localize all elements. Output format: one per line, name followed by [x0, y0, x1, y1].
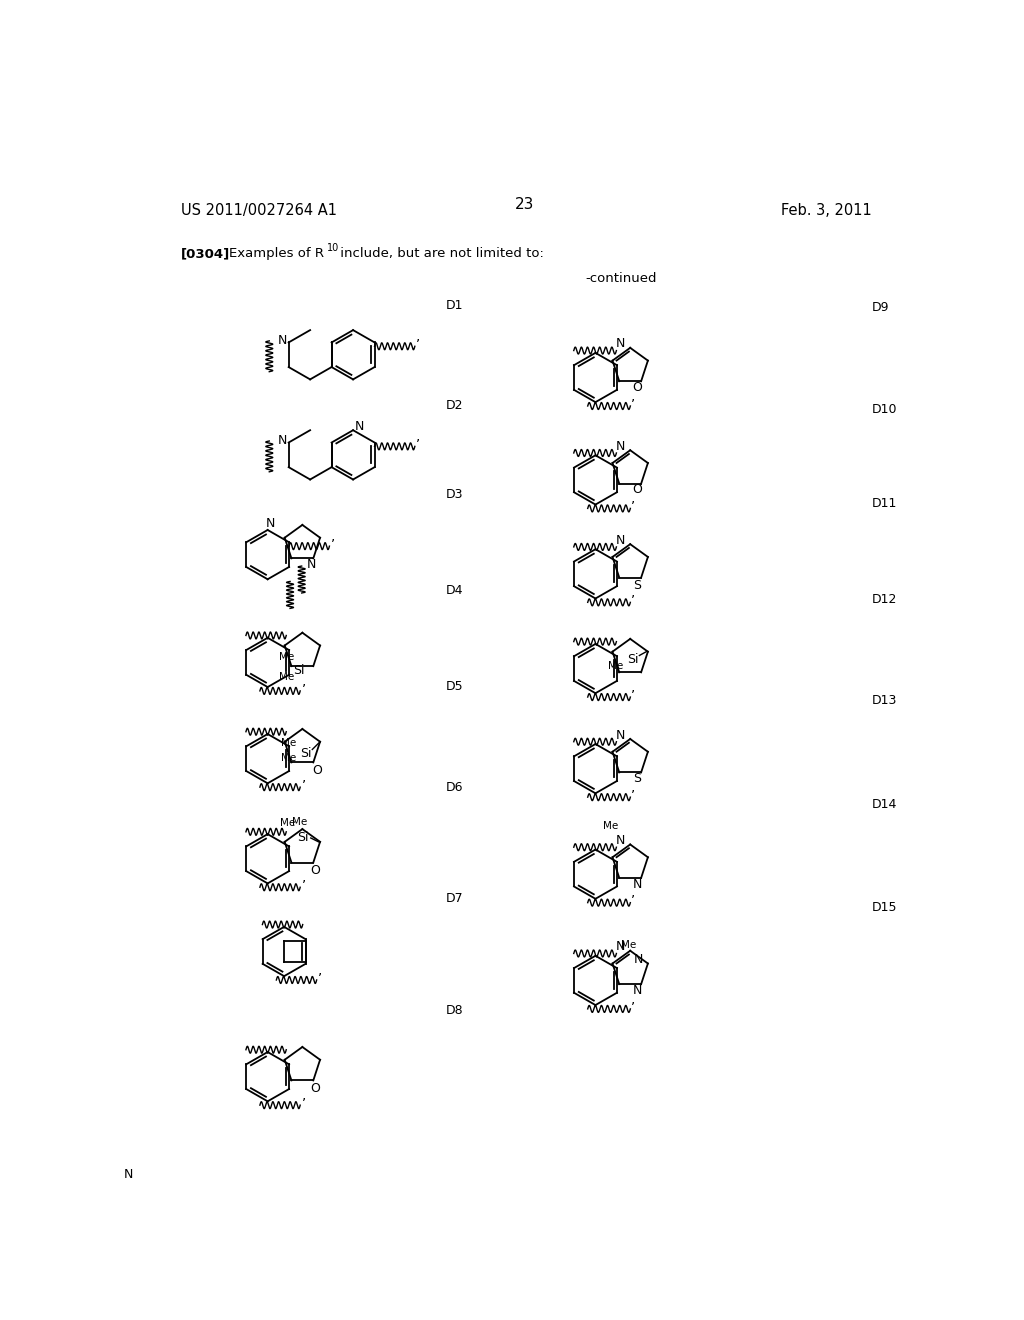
- Text: ,: ,: [417, 329, 421, 343]
- Text: Si: Si: [627, 653, 638, 665]
- Text: Si: Si: [300, 747, 312, 760]
- Text: [0304]: [0304]: [180, 247, 230, 260]
- Text: N: N: [616, 440, 626, 453]
- Text: Me: Me: [621, 940, 636, 950]
- Text: D12: D12: [872, 594, 897, 606]
- Text: N: N: [278, 334, 287, 347]
- Text: N: N: [634, 953, 643, 966]
- Text: ,: ,: [631, 491, 636, 506]
- Text: US 2011/0027264 A1: US 2011/0027264 A1: [180, 203, 337, 218]
- Text: D3: D3: [445, 488, 463, 502]
- Text: O: O: [310, 863, 321, 876]
- Text: 10: 10: [328, 243, 339, 253]
- Text: D9: D9: [872, 301, 890, 314]
- Text: O: O: [312, 763, 323, 776]
- Text: ,: ,: [631, 585, 636, 599]
- Text: D5: D5: [445, 681, 464, 693]
- Text: D7: D7: [445, 892, 464, 906]
- Text: N: N: [616, 533, 626, 546]
- Text: D10: D10: [872, 404, 897, 416]
- Text: 23: 23: [515, 197, 535, 213]
- Text: ,: ,: [318, 962, 323, 977]
- Text: ,: ,: [302, 1088, 306, 1102]
- Text: O: O: [633, 483, 642, 496]
- Text: D13: D13: [872, 693, 897, 706]
- Text: S: S: [633, 578, 641, 591]
- Text: D15: D15: [872, 902, 897, 915]
- Text: Me: Me: [282, 752, 297, 763]
- Text: N: N: [307, 558, 316, 572]
- Text: ,: ,: [631, 389, 636, 403]
- Text: Examples of R: Examples of R: [228, 247, 324, 260]
- Text: D14: D14: [872, 797, 897, 810]
- Text: ,: ,: [631, 886, 636, 899]
- Text: Me: Me: [282, 738, 297, 747]
- Text: D11: D11: [872, 498, 897, 511]
- Text: ,: ,: [302, 770, 306, 784]
- Text: N: N: [616, 729, 626, 742]
- Text: -continued: -continued: [586, 272, 656, 285]
- Text: D4: D4: [445, 585, 463, 597]
- Text: N: N: [616, 940, 626, 953]
- Text: ,: ,: [417, 429, 421, 444]
- Text: Me: Me: [280, 818, 295, 829]
- Text: include, but are not limited to:: include, but are not limited to:: [336, 247, 544, 260]
- Text: Me: Me: [279, 652, 294, 663]
- Text: Me: Me: [292, 817, 307, 826]
- Text: N: N: [616, 834, 626, 847]
- Text: ,: ,: [302, 870, 306, 884]
- Text: Feb. 3, 2011: Feb. 3, 2011: [781, 203, 872, 218]
- Text: Me: Me: [607, 660, 623, 671]
- Text: N: N: [123, 1168, 133, 1181]
- Text: O: O: [310, 1081, 321, 1094]
- Text: D2: D2: [445, 400, 463, 412]
- Text: Me: Me: [603, 821, 618, 832]
- Text: Si: Si: [294, 664, 305, 677]
- Text: N: N: [633, 983, 642, 997]
- Text: D8: D8: [445, 1003, 464, 1016]
- Text: N: N: [616, 338, 626, 351]
- Text: ,: ,: [302, 673, 306, 688]
- Text: O: O: [633, 381, 642, 393]
- Text: D1: D1: [445, 300, 463, 313]
- Text: Me: Me: [279, 672, 294, 682]
- Text: Si: Si: [297, 832, 309, 845]
- Text: N: N: [354, 420, 364, 433]
- Text: ,: ,: [631, 780, 636, 795]
- Text: ,: ,: [631, 680, 636, 694]
- Text: N: N: [278, 434, 287, 446]
- Text: ,: ,: [331, 529, 335, 543]
- Text: S: S: [633, 772, 641, 785]
- Text: N: N: [633, 878, 642, 891]
- Text: N: N: [265, 517, 274, 531]
- Text: ,: ,: [631, 991, 636, 1006]
- Text: D6: D6: [445, 780, 463, 793]
